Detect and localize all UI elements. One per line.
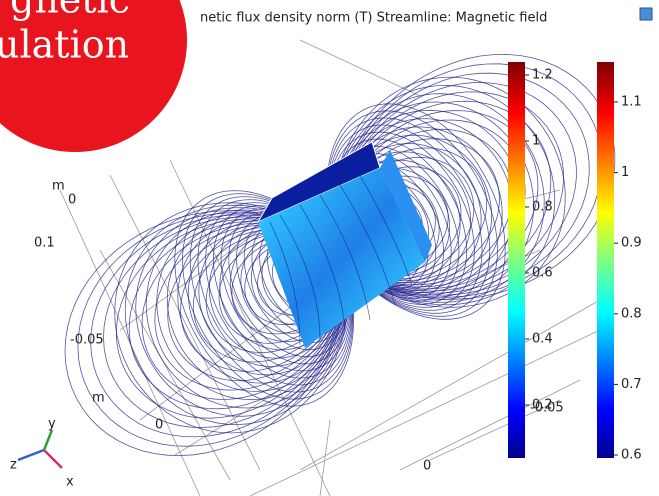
simulation-view: netic flux density norm (T) Streamline: … xyxy=(0,0,659,496)
badge-text: ulation xyxy=(0,23,129,67)
triad-label: y xyxy=(48,417,56,432)
colorbar-tick-label: 1 xyxy=(621,165,629,180)
axis-label: 0 xyxy=(423,459,431,474)
colorbar-tick-label: 1 xyxy=(532,134,540,149)
toolbar-icon[interactable] xyxy=(640,8,652,20)
badge-text: gnetic xyxy=(10,0,130,22)
triad-label: z xyxy=(10,458,17,473)
triad-label: x xyxy=(66,475,74,490)
colorbar-tick-label: 0.8 xyxy=(621,306,642,321)
axis-label: 0 xyxy=(68,193,76,208)
colorbar-tick-label: 0.6 xyxy=(621,448,642,463)
colorbar-tick-label: 0.7 xyxy=(621,377,642,392)
axis-label: 0.1 xyxy=(34,236,55,251)
triad xyxy=(18,430,62,468)
colorbar-tick-label: 0.4 xyxy=(532,332,553,347)
colorbar xyxy=(508,62,525,458)
axis-label: m xyxy=(52,179,65,194)
axis-label: -0.05 xyxy=(530,401,564,416)
plot-title: netic flux density norm (T) Streamline: … xyxy=(200,11,547,26)
axis-label: -0.05 xyxy=(70,333,104,348)
colorbar-tick-label: 0.6 xyxy=(532,266,553,281)
colorbar-tick-label: 1.1 xyxy=(621,95,642,110)
colorbar-tick-label: 0.9 xyxy=(621,236,642,251)
axis-label: m xyxy=(92,391,105,406)
colorbar xyxy=(597,62,614,458)
magnet xyxy=(258,142,432,348)
colorbar-tick-label: 1.2 xyxy=(532,68,553,83)
axis-label: 0 xyxy=(155,418,163,433)
colorbar-tick-label: 0.8 xyxy=(532,200,553,215)
